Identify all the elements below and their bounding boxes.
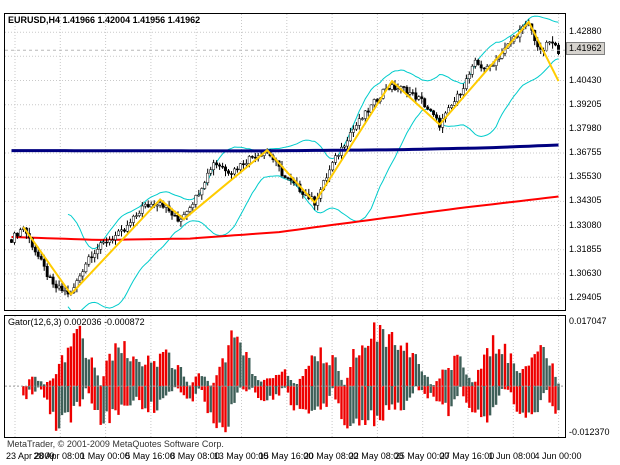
copyright-text: MetaTrader, © 2001-2009 MetaQuotes Softw… [7, 439, 224, 449]
price-chart-canvas[interactable] [5, 14, 565, 310]
price-tick-label: 1.36755 [569, 147, 602, 157]
time-tick-label: 23 Apr 2009 [6, 451, 55, 461]
indicator-axis[interactable] [566, 315, 620, 438]
ma-navy-line [11, 143, 559, 153]
price-axis[interactable] [566, 13, 620, 311]
time-tick-label: 8 May 08:00 [170, 451, 220, 461]
time-tick-label: 1 Jun 08:00 [488, 451, 536, 461]
indicator-label: Gator(12,6,3) 0.002036 -0.000872 [8, 317, 145, 327]
price-tick-label: 1.30630 [569, 268, 602, 278]
price-tick-label: 1.42880 [569, 26, 602, 36]
bollinger-upper-line [67, 15, 559, 250]
time-tick-label: 22 May 08:00 [348, 451, 404, 461]
price-tick-label: 1.31855 [569, 244, 602, 254]
price-tick-label: 1.39205 [569, 99, 602, 109]
time-tick-label: 25 May 00:00 [394, 451, 450, 461]
price-tick-label: 1.29405 [569, 292, 602, 302]
bollinger-lower-line [67, 58, 559, 310]
zigzag-line [22, 20, 560, 296]
time-tick-label: 4 Jun 00:00 [534, 451, 582, 461]
price-tick-label: 1.37980 [569, 123, 602, 133]
indicator-panel[interactable]: Gator(12,6,3) 0.002036 -0.000872 [4, 315, 566, 438]
ma-red-line [11, 195, 559, 241]
price-tick-label: 1.33080 [569, 220, 602, 230]
time-tick-label: 27 May 16:00 [439, 451, 495, 461]
price-tick-label: 1.35530 [569, 171, 602, 181]
time-tick-label: 5 May 16:00 [125, 451, 175, 461]
indicator-tick-label: -0.012370 [569, 427, 610, 437]
indicator-tick-label: 0.017047 [569, 316, 607, 326]
price-chart-panel[interactable]: EURUSD,H4 1.41966 1.42004 1.41956 1.4196… [4, 13, 566, 311]
time-tick-label: 1 May 00:00 [80, 451, 130, 461]
time-tick-label: 28 Apr 08:00 [33, 451, 85, 461]
price-tick-label: 1.34305 [569, 195, 602, 205]
time-tick-label: 13 May 00:00 [213, 451, 269, 461]
gator-histogram [22, 322, 560, 433]
price-tick-label: 1.40430 [569, 75, 602, 85]
candles-layer [10, 19, 560, 298]
time-tick-label: 15 May 16:00 [258, 451, 314, 461]
indicator-canvas[interactable] [5, 316, 565, 437]
chart-header-label: EURUSD,H4 1.41966 1.42004 1.41956 1.4196… [8, 15, 201, 25]
time-tick-label: 20 May 08:00 [303, 451, 359, 461]
current-price-marker: 1.41962 [566, 42, 605, 55]
